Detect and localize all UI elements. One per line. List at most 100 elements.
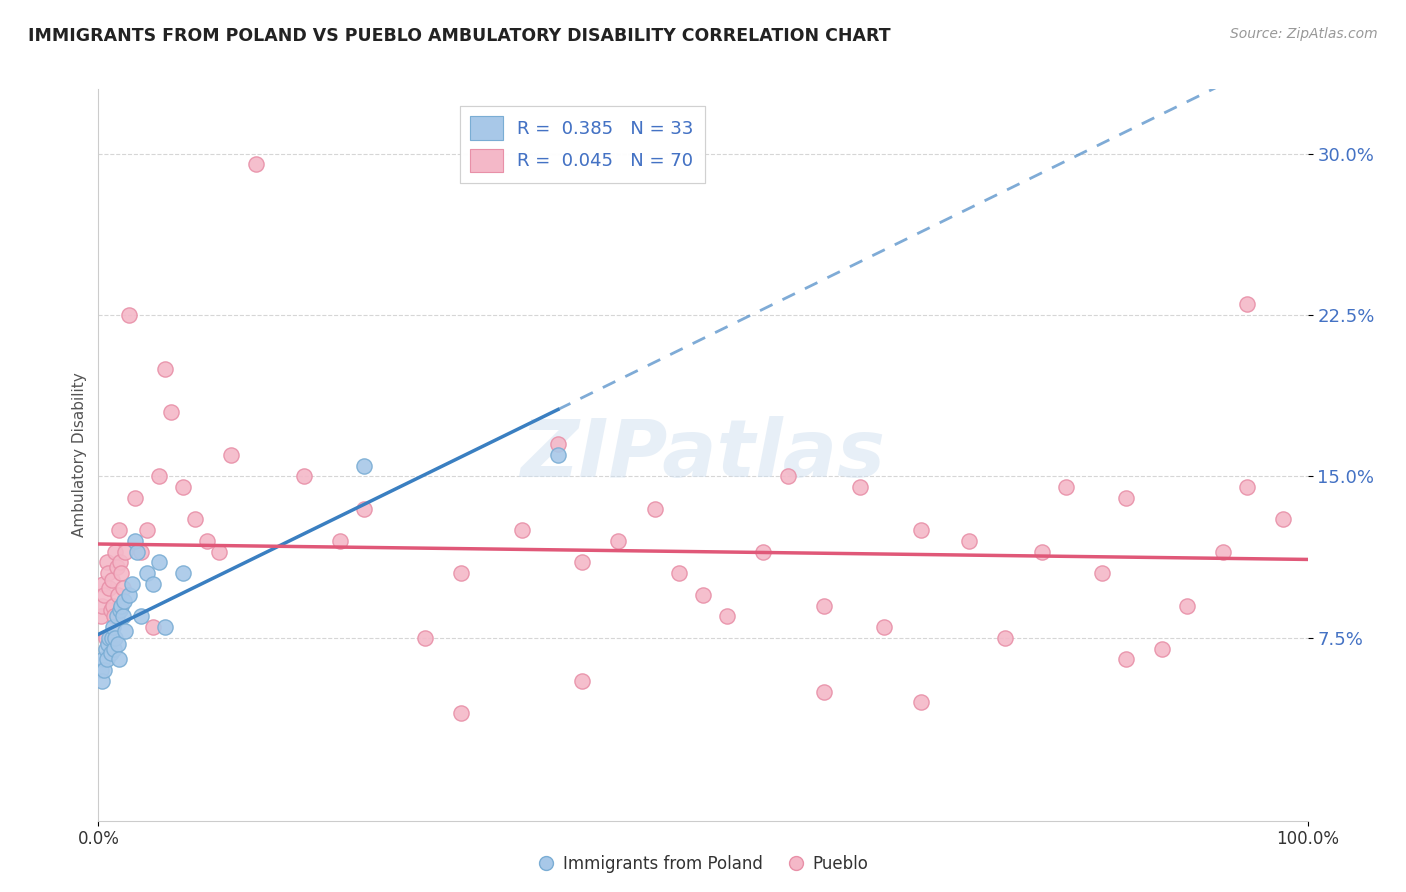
Point xyxy=(93,588,115,602)
Point xyxy=(124,491,146,505)
Point xyxy=(142,577,165,591)
Point xyxy=(160,405,183,419)
Point xyxy=(127,545,149,559)
Point xyxy=(153,620,176,634)
Point xyxy=(1236,480,1258,494)
Point xyxy=(96,652,118,666)
Point xyxy=(110,599,132,613)
Point xyxy=(104,631,127,645)
Point xyxy=(96,556,118,570)
Point xyxy=(107,588,129,602)
Point xyxy=(91,577,114,591)
Point xyxy=(108,556,131,570)
Point xyxy=(118,588,141,602)
Point xyxy=(1212,545,1234,559)
Point xyxy=(101,599,124,613)
Point xyxy=(813,684,835,698)
Point xyxy=(94,641,117,656)
Point xyxy=(111,582,134,596)
Point xyxy=(692,588,714,602)
Point xyxy=(118,308,141,322)
Text: ZIPatlas: ZIPatlas xyxy=(520,416,886,494)
Point xyxy=(547,437,569,451)
Point xyxy=(813,599,835,613)
Point xyxy=(108,523,131,537)
Point xyxy=(1054,480,1077,494)
Point xyxy=(100,631,122,645)
Point xyxy=(108,652,131,666)
Point xyxy=(776,469,799,483)
Point xyxy=(994,631,1017,645)
Point xyxy=(910,695,932,709)
Point xyxy=(1115,491,1137,505)
Point xyxy=(91,599,114,613)
Point xyxy=(353,501,375,516)
Point xyxy=(90,609,112,624)
Point xyxy=(292,469,315,483)
Y-axis label: Ambulatory Disability: Ambulatory Disability xyxy=(72,373,87,537)
Point xyxy=(91,673,114,688)
Point xyxy=(607,533,630,548)
Point xyxy=(208,545,231,559)
Point xyxy=(135,566,157,581)
Point xyxy=(100,573,122,587)
Point xyxy=(148,556,170,570)
Point xyxy=(849,480,872,494)
Point xyxy=(571,556,593,570)
Point xyxy=(121,577,143,591)
Point xyxy=(221,448,243,462)
Point xyxy=(353,458,375,473)
Point xyxy=(172,566,194,581)
Point xyxy=(100,603,122,617)
Text: Source: ZipAtlas.com: Source: ZipAtlas.com xyxy=(1230,27,1378,41)
Point xyxy=(668,566,690,581)
Point xyxy=(129,609,152,624)
Point xyxy=(98,631,121,645)
Point xyxy=(103,609,125,624)
Text: IMMIGRANTS FROM POLAND VS PUEBLO AMBULATORY DISABILITY CORRELATION CHART: IMMIGRANTS FROM POLAND VS PUEBLO AMBULAT… xyxy=(28,27,891,45)
Point xyxy=(1152,641,1174,656)
Point xyxy=(124,533,146,548)
Point xyxy=(195,533,218,548)
Point xyxy=(148,469,170,483)
Point xyxy=(184,512,207,526)
Point xyxy=(93,663,115,677)
Point xyxy=(571,673,593,688)
Point xyxy=(97,637,120,651)
Point xyxy=(329,533,352,548)
Point xyxy=(101,620,124,634)
Point xyxy=(1175,599,1198,613)
Point xyxy=(112,594,135,608)
Point xyxy=(97,566,120,581)
Point xyxy=(103,641,125,656)
Point xyxy=(129,545,152,559)
Point xyxy=(135,523,157,537)
Point xyxy=(104,545,127,559)
Point xyxy=(107,637,129,651)
Point xyxy=(105,559,128,574)
Point xyxy=(108,603,131,617)
Point xyxy=(1236,297,1258,311)
Point xyxy=(644,501,666,516)
Point xyxy=(91,652,114,666)
Point xyxy=(716,609,738,624)
Point xyxy=(153,362,176,376)
Point xyxy=(957,533,980,548)
Point xyxy=(98,582,121,596)
Point xyxy=(910,523,932,537)
Point xyxy=(172,480,194,494)
Point xyxy=(100,646,122,660)
Point xyxy=(245,157,267,171)
Point xyxy=(873,620,896,634)
Point xyxy=(105,609,128,624)
Point xyxy=(111,609,134,624)
Point xyxy=(110,566,132,581)
Point xyxy=(413,631,436,645)
Point xyxy=(1272,512,1295,526)
Point xyxy=(1115,652,1137,666)
Point xyxy=(114,624,136,639)
Point xyxy=(510,523,533,537)
Legend: Immigrants from Poland, Pueblo: Immigrants from Poland, Pueblo xyxy=(531,848,875,880)
Point xyxy=(114,545,136,559)
Point xyxy=(450,706,472,720)
